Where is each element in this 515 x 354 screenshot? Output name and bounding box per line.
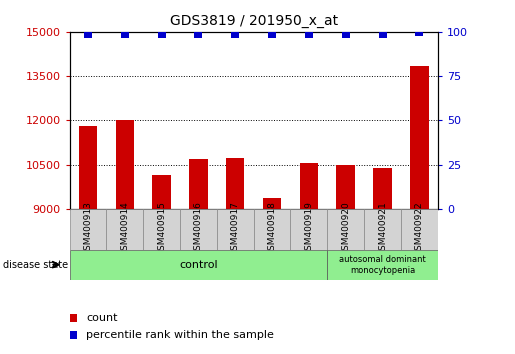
- Point: [158, 31, 166, 36]
- Point: [69, 332, 77, 337]
- Bar: [79, 126, 97, 209]
- Point: [379, 31, 387, 36]
- Text: GSM400921: GSM400921: [378, 201, 387, 256]
- Text: control: control: [179, 259, 218, 270]
- FancyBboxPatch shape: [253, 209, 290, 250]
- Text: disease state: disease state: [3, 259, 67, 270]
- Point: [121, 31, 129, 36]
- Point: [69, 315, 77, 321]
- Text: autosomal dominant
monocytopenia: autosomal dominant monocytopenia: [339, 255, 426, 275]
- FancyBboxPatch shape: [364, 209, 401, 250]
- Point: [415, 29, 423, 35]
- FancyBboxPatch shape: [328, 209, 364, 250]
- Point: [231, 31, 239, 36]
- Point: [305, 31, 313, 36]
- Title: GDS3819 / 201950_x_at: GDS3819 / 201950_x_at: [169, 14, 338, 28]
- Bar: [189, 159, 208, 209]
- Bar: [152, 175, 171, 209]
- Text: GSM400920: GSM400920: [341, 201, 350, 256]
- Text: GSM400918: GSM400918: [268, 201, 277, 256]
- Point: [84, 31, 92, 36]
- Text: GSM400917: GSM400917: [231, 201, 239, 256]
- FancyBboxPatch shape: [328, 250, 438, 280]
- Text: GSM400919: GSM400919: [304, 201, 313, 256]
- Text: GSM400913: GSM400913: [83, 201, 92, 256]
- Text: GSM400916: GSM400916: [194, 201, 203, 256]
- FancyBboxPatch shape: [70, 209, 106, 250]
- Bar: [115, 120, 134, 209]
- Bar: [300, 163, 318, 209]
- Bar: [410, 66, 428, 209]
- FancyBboxPatch shape: [70, 250, 328, 280]
- FancyBboxPatch shape: [290, 209, 328, 250]
- Point: [268, 31, 276, 36]
- FancyBboxPatch shape: [180, 209, 217, 250]
- Point: [341, 31, 350, 36]
- Bar: [373, 168, 392, 209]
- Text: percentile rank within the sample: percentile rank within the sample: [86, 330, 274, 339]
- FancyBboxPatch shape: [143, 209, 180, 250]
- FancyBboxPatch shape: [106, 209, 143, 250]
- FancyBboxPatch shape: [217, 209, 253, 250]
- Bar: [226, 158, 245, 209]
- FancyBboxPatch shape: [401, 209, 438, 250]
- Point: [194, 31, 202, 36]
- Bar: [336, 165, 355, 209]
- Text: GSM400922: GSM400922: [415, 201, 424, 256]
- Text: GSM400915: GSM400915: [157, 201, 166, 256]
- Text: GSM400914: GSM400914: [121, 201, 129, 256]
- Text: count: count: [86, 313, 117, 323]
- Bar: [263, 198, 281, 209]
